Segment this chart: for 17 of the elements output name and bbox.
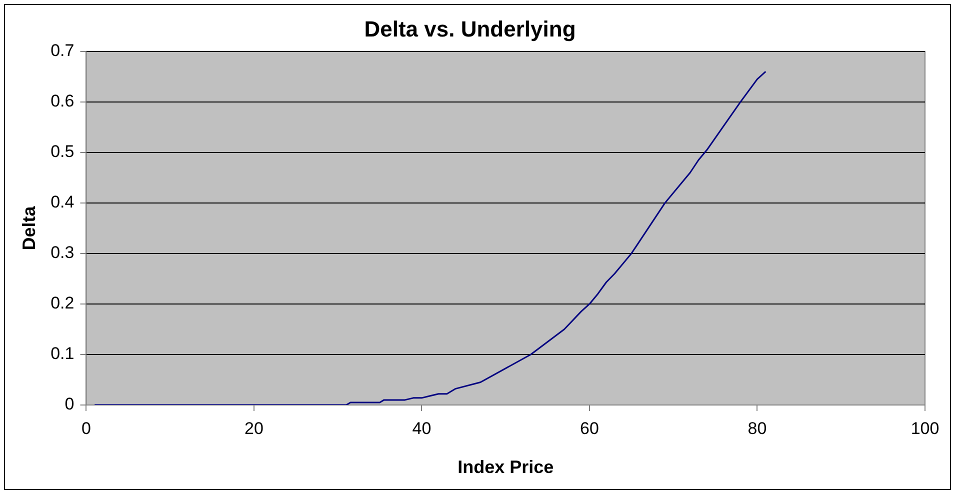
chart-title: Delta vs. Underlying [364,16,576,42]
y-axis-title: Delta [18,205,39,250]
x-tick-label: 60 [580,418,599,438]
x-tick-label: 100 [910,418,940,438]
y-tick-label: 0.1 [50,344,74,364]
y-tick-label: 0 [64,394,74,414]
y-tick-label: 0.5 [50,142,74,162]
x-tick-label: 40 [412,418,432,438]
x-axis-title: Index Price [458,457,554,478]
x-tick-label: 80 [748,418,767,438]
y-tick-label: 0.3 [50,243,74,262]
y-tick-label: 0.6 [50,92,74,111]
y-tick-label: 0.7 [50,41,74,60]
x-tick-label: 0 [82,418,91,438]
y-tick-label: 0.2 [50,294,74,313]
x-tick-label: 20 [244,418,264,438]
y-tick-label: 0.4 [50,192,74,212]
